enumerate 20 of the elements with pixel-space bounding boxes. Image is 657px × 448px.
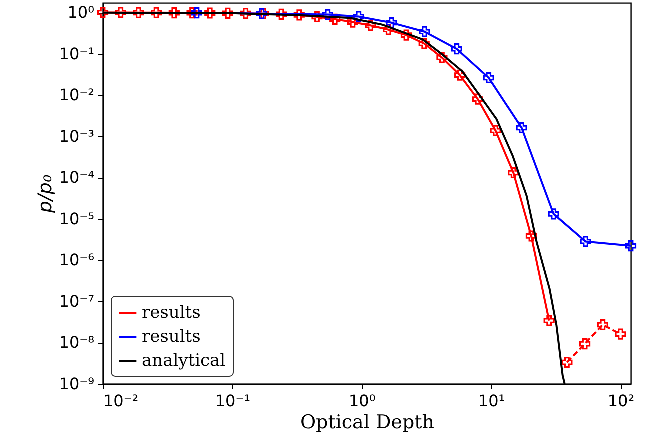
legend-label: results [142,327,201,347]
y-tick-label: 10⁻⁹ [59,374,94,394]
x-tick-label: 10¹ [478,392,506,410]
x-tick-label: 10⁻¹ [215,392,251,410]
y-tick-label: 10⁰ [68,3,94,22]
y-tick-label: 10⁻⁸ [59,333,94,352]
x-tick-label: 10² [608,392,635,410]
y-tick-label: 10⁻⁷ [59,292,94,311]
legend-label: analytical [142,351,226,371]
y-tick-label: 10⁻⁴ [59,168,94,188]
legend-label: results [142,303,201,323]
x-axis-title: Optical Depth [300,412,435,434]
y-tick-label: 10⁻⁵ [59,209,94,228]
y-tick-label: 10⁻³ [59,126,94,146]
x-tick-label: 10⁻² [104,392,139,410]
y-tick-label: 10⁻⁶ [59,250,94,270]
y-tick-label: 10⁻² [59,86,94,105]
y-tick-label: 10⁻¹ [59,44,94,64]
y-axis-title: p/p₀ [34,174,56,214]
x-tick-label: 10⁰ [348,392,376,410]
